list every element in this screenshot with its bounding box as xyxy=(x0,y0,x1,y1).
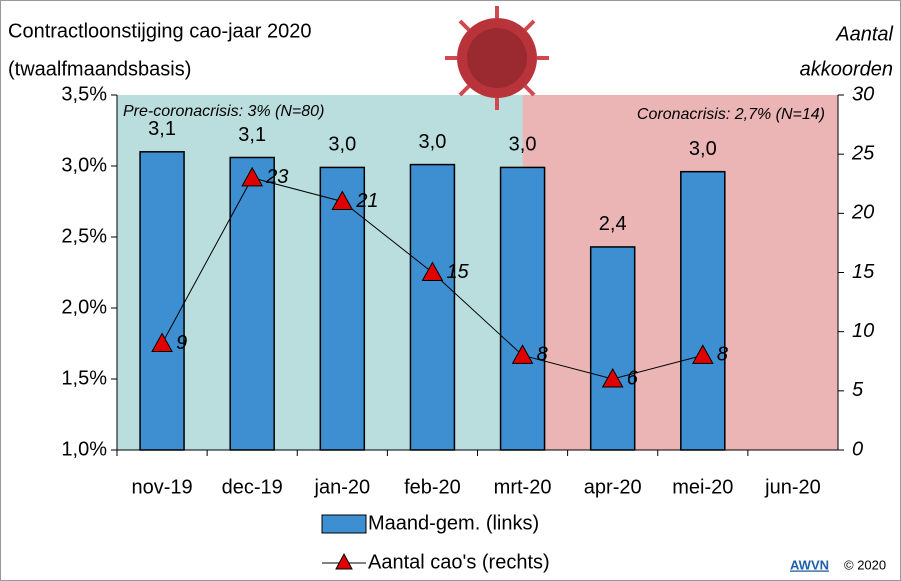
legend-label: Maand-gem. (links) xyxy=(368,512,539,534)
virus-icon xyxy=(445,6,549,110)
data-label: 3,0 xyxy=(509,134,537,156)
y2-tick-label: 25 xyxy=(851,142,875,164)
data-label: 8 xyxy=(717,344,728,366)
y-tick-label: 2,0% xyxy=(61,296,107,318)
chart-subtitle: (twaalfmaandsbasis) xyxy=(8,58,191,80)
y2-tick-label: 20 xyxy=(851,202,874,224)
data-label: 3,0 xyxy=(419,131,447,153)
y2-axis-label: Aantal xyxy=(835,23,893,45)
data-label: 9 xyxy=(176,332,187,354)
y2-tick-label: 30 xyxy=(852,83,874,105)
x-tick-label: feb-20 xyxy=(404,476,461,498)
y2-tick-label: 15 xyxy=(852,261,875,283)
x-tick-label: jun-20 xyxy=(764,476,821,498)
bar xyxy=(410,165,454,450)
bar xyxy=(140,152,184,450)
data-label: 3,0 xyxy=(689,138,717,160)
source: AWVN xyxy=(790,557,829,572)
data-label: 8 xyxy=(537,344,548,366)
y-tick-label: 2,5% xyxy=(61,225,107,247)
data-label: 23 xyxy=(265,166,288,188)
data-label: 3,1 xyxy=(148,118,176,140)
y-tick-label: 1,0% xyxy=(61,438,107,460)
y-tick-label: 3,0% xyxy=(61,154,107,176)
data-label: 15 xyxy=(446,261,469,283)
y2-tick-label: 10 xyxy=(852,320,874,342)
legend-swatch xyxy=(322,515,366,533)
chart: Contractloonstijging cao-jaar 2020 (twaa… xyxy=(0,0,901,581)
x-tick-label: apr-20 xyxy=(584,476,642,498)
bar xyxy=(681,172,725,450)
x-tick-label: nov-19 xyxy=(131,476,192,498)
y2-tick-label: 5 xyxy=(852,379,864,401)
data-label: 3,1 xyxy=(238,124,266,146)
x-tick-label: jan-20 xyxy=(314,476,371,498)
bar xyxy=(591,247,635,450)
x-tick-label: dec-19 xyxy=(222,476,283,498)
y-tick-label: 3,5% xyxy=(61,83,107,105)
bar xyxy=(230,157,274,450)
x-tick-label: mei-20 xyxy=(672,476,733,498)
data-label: 6 xyxy=(627,367,639,389)
x-tick-label: mrt-20 xyxy=(494,476,552,498)
chart-title: Contractloonstijging cao-jaar 2020 xyxy=(8,20,312,42)
data-label: 2,4 xyxy=(599,213,627,235)
legend-label: Aantal cao's (rechts) xyxy=(368,551,550,573)
bar xyxy=(501,167,545,450)
data-label: 3,0 xyxy=(328,134,356,156)
copyright: © 2020 xyxy=(844,557,886,572)
y2-axis-label: akkoorden xyxy=(800,58,893,80)
annotation: Coronacrisis: 2,7% (N=14) xyxy=(637,106,825,123)
y-tick-label: 1,5% xyxy=(61,367,107,389)
y2-tick-label: 0 xyxy=(852,438,863,460)
data-label: 21 xyxy=(355,190,378,212)
